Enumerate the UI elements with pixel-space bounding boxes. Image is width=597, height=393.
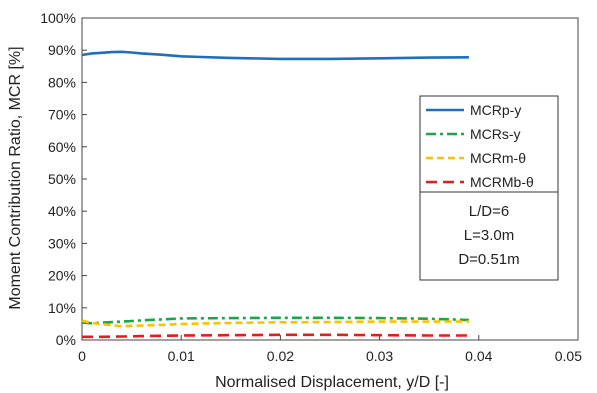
annotation-line: D=0.51m [458, 251, 519, 268]
y-tick-label: 40% [48, 203, 76, 219]
x-tick-label: 0.01 [168, 348, 195, 364]
x-tick-label: 0.04 [465, 348, 492, 364]
series-line-3 [81, 319, 469, 328]
y-tick-label: 70% [48, 107, 76, 123]
legend-label: MCRMb-θ [470, 174, 534, 190]
y-tick-label: 50% [48, 171, 76, 187]
axes: 0% 10% 20% 30% 40% 50% 60% 70% 80% 90% 100% 0 0.01 0.… [40, 10, 582, 364]
y-tick-label: 0% [56, 332, 76, 348]
annotation-frame [419, 191, 559, 281]
x-axis-label: Normalised Displacement, y/D [-] [215, 374, 449, 391]
y-tick-label: 80% [48, 74, 76, 90]
annotation-line: L=3.0m [464, 227, 514, 244]
series-line-2 [81, 316, 469, 325]
x-tick-label: 0.02 [267, 348, 294, 364]
legend-label: MCRm-θ [470, 150, 526, 166]
series-group [81, 50, 469, 339]
legend: MCRp-y MCRs-y MCRm-θ MCRMb-θ [419, 95, 559, 197]
series-line-4 [82, 333, 469, 339]
y-tick-label: 20% [48, 268, 76, 284]
y-tick-label: 90% [48, 42, 76, 58]
y-tick-label: 100% [40, 10, 76, 26]
annotation-box: L/D=6 L=3.0m D=0.51m [419, 191, 559, 281]
y-tick-label: 10% [48, 300, 76, 316]
legend-box [419, 95, 559, 197]
x-tick-label: 0.03 [366, 348, 393, 364]
y-axis-label: Moment Contribution Ratio, MCR [%] [7, 46, 24, 309]
legend-label: MCRp-y [470, 102, 521, 118]
x-tick-label: 0 [78, 348, 86, 364]
y-tick-label: 30% [48, 235, 76, 251]
annotation-line: L/D=6 [469, 203, 509, 220]
series-line-1 [81, 50, 469, 61]
x-tick-label: 0.05 [555, 348, 582, 364]
legend-label: MCRs-y [470, 126, 521, 142]
y-tick-label: 60% [48, 139, 76, 155]
